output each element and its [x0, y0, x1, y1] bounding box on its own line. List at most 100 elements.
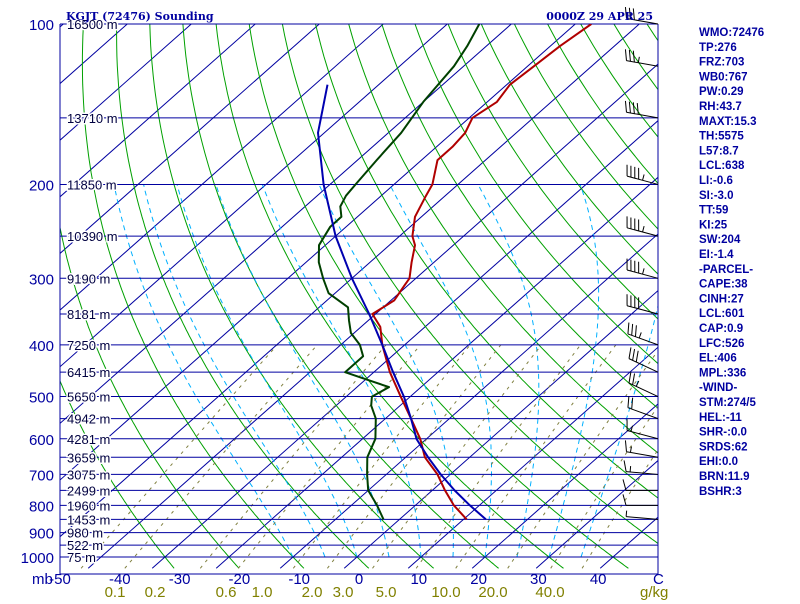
- pressure-tick-label: 800: [29, 498, 54, 515]
- param-line: LCL:638: [699, 160, 745, 172]
- wind-barb: [629, 372, 658, 397]
- param-line: PW:0.29: [699, 86, 744, 98]
- param-line: KI:25: [699, 219, 728, 231]
- valid-time: 0000Z 29 APR 25: [546, 10, 653, 23]
- height-label: 4281 m: [67, 432, 110, 447]
- wind-barb: [627, 419, 658, 439]
- dry-adiabat-line: [215, 12, 564, 568]
- param-line: L57:8.7: [699, 145, 739, 157]
- param-line: SHR-:0.0: [699, 427, 747, 439]
- mixing-ratio-label: 0.1: [105, 584, 126, 600]
- pressure-tick-label: 200: [29, 177, 54, 194]
- height-label: 10390 m: [67, 229, 118, 244]
- height-label: 3075 m: [67, 467, 110, 482]
- mixing-ratio-label: 40.0: [535, 584, 564, 600]
- param-line: TP:276: [699, 42, 737, 54]
- dry-adiabat-line: [574, 12, 800, 568]
- wind-barb: [627, 216, 658, 236]
- mixing-ratio-line: [327, 345, 500, 568]
- dry-adiabat-line: [313, 12, 758, 568]
- moist-adiabat-line: [549, 184, 599, 557]
- isobars: [60, 24, 658, 574]
- height-label: 11850 m: [67, 177, 117, 192]
- param-line: HEL:-11: [699, 412, 742, 424]
- temperature-tick-label: -30: [169, 571, 191, 588]
- mixing-ratio-line: [456, 345, 616, 568]
- param-line: MAXT:15.3: [699, 116, 757, 128]
- height-label: 8181 m: [67, 307, 110, 322]
- pressure-tick-label: 900: [29, 526, 54, 543]
- param-line: WB0:767: [699, 71, 748, 83]
- param-line: CINH:27: [699, 293, 744, 305]
- temperature-tick-label: 0: [355, 571, 363, 588]
- param-line: WMO:72476: [699, 27, 764, 39]
- y-axis-unit: mb: [32, 571, 53, 588]
- mixing-ratio-line: [416, 345, 580, 568]
- height-label: 2499 m: [67, 483, 110, 498]
- param-line: SW:204: [699, 234, 741, 246]
- mixing-ratio-label: 1.0: [252, 584, 273, 600]
- pressure-tick-label: 500: [29, 390, 54, 407]
- height-label: 5650 m: [67, 390, 110, 405]
- isotherm-line: [24, 12, 652, 568]
- wind-barb: [625, 101, 658, 118]
- sounding-parameters: WMO:72476TP:276FRZ:703WB0:767PW:0.29RH:4…: [699, 27, 764, 498]
- temperature-profile: [372, 24, 591, 519]
- isotherm-line: [152, 12, 780, 568]
- pressure-tick-label: 600: [29, 432, 54, 449]
- isotherm-line: [536, 12, 800, 568]
- wind-barb: [627, 259, 658, 279]
- dry-adiabat-line: [82, 12, 304, 568]
- param-line: -WIND-: [699, 382, 737, 394]
- param-line: LFC:526: [699, 338, 744, 350]
- mixing-ratio-line: [373, 345, 542, 568]
- mixing-ratio-line: [508, 345, 662, 568]
- pressure-tick-label: 100: [29, 17, 54, 34]
- height-label: 75 m: [67, 550, 96, 565]
- param-line: MPL:336: [699, 367, 746, 379]
- isotherm-line: [0, 12, 333, 568]
- mixing-ratio-label: 5.0: [376, 584, 397, 600]
- moist-adiabat-line: [144, 184, 325, 557]
- mixing-ratio-label: 20.0: [478, 584, 507, 600]
- mixing-ratio-line: [200, 345, 386, 568]
- wind-barb: [624, 460, 658, 474]
- wind-barb: [626, 511, 658, 520]
- param-line: LCL:601: [699, 308, 745, 320]
- mixing-ratio-line: [551, 345, 701, 568]
- mixing-ratio-label: 0.6: [216, 584, 237, 600]
- param-line: SRDS:62: [699, 441, 748, 453]
- height-label: 7250 m: [67, 338, 110, 353]
- pressure-tick-label: 700: [29, 467, 54, 484]
- parcel-profile: [318, 85, 486, 520]
- param-line: FRZ:703: [699, 57, 744, 69]
- height-label: 6415 m: [67, 365, 110, 380]
- param-line: CAP:0.9: [699, 323, 743, 335]
- moist-adiabat-line: [581, 184, 675, 557]
- temperature-tick-label: 10: [410, 571, 427, 588]
- dry-adiabat-line: [280, 12, 693, 568]
- param-line: -PARCEL-: [699, 264, 753, 276]
- height-label: 13710 m: [67, 111, 118, 126]
- dry-adiabat-line: [509, 12, 800, 568]
- param-line: STM:274/5: [699, 397, 756, 409]
- dry-adiabat-line: [770, 12, 800, 568]
- isotherm-line: [0, 12, 77, 568]
- station-title: KGJT (72476) Sounding: [66, 10, 214, 23]
- height-label: 3659 m: [67, 450, 110, 465]
- param-line: EL:406: [699, 353, 737, 365]
- mixing-ratio-label: 10.0: [431, 584, 460, 600]
- wind-barb: [628, 323, 658, 345]
- height-label: 9190 m: [67, 271, 110, 286]
- wind-barb: [625, 49, 658, 66]
- param-line: BSHR:3: [699, 486, 742, 498]
- height-label: 4942 m: [67, 412, 110, 427]
- param-line: LI:-0.6: [699, 175, 733, 187]
- wind-barb: [623, 494, 658, 505]
- mixing-ratio-label: 2.0: [302, 584, 323, 600]
- pressure-tick-label: 1000: [21, 550, 54, 567]
- pressure-tick-label: 300: [29, 271, 54, 288]
- moist-adiabat-line: [262, 184, 421, 557]
